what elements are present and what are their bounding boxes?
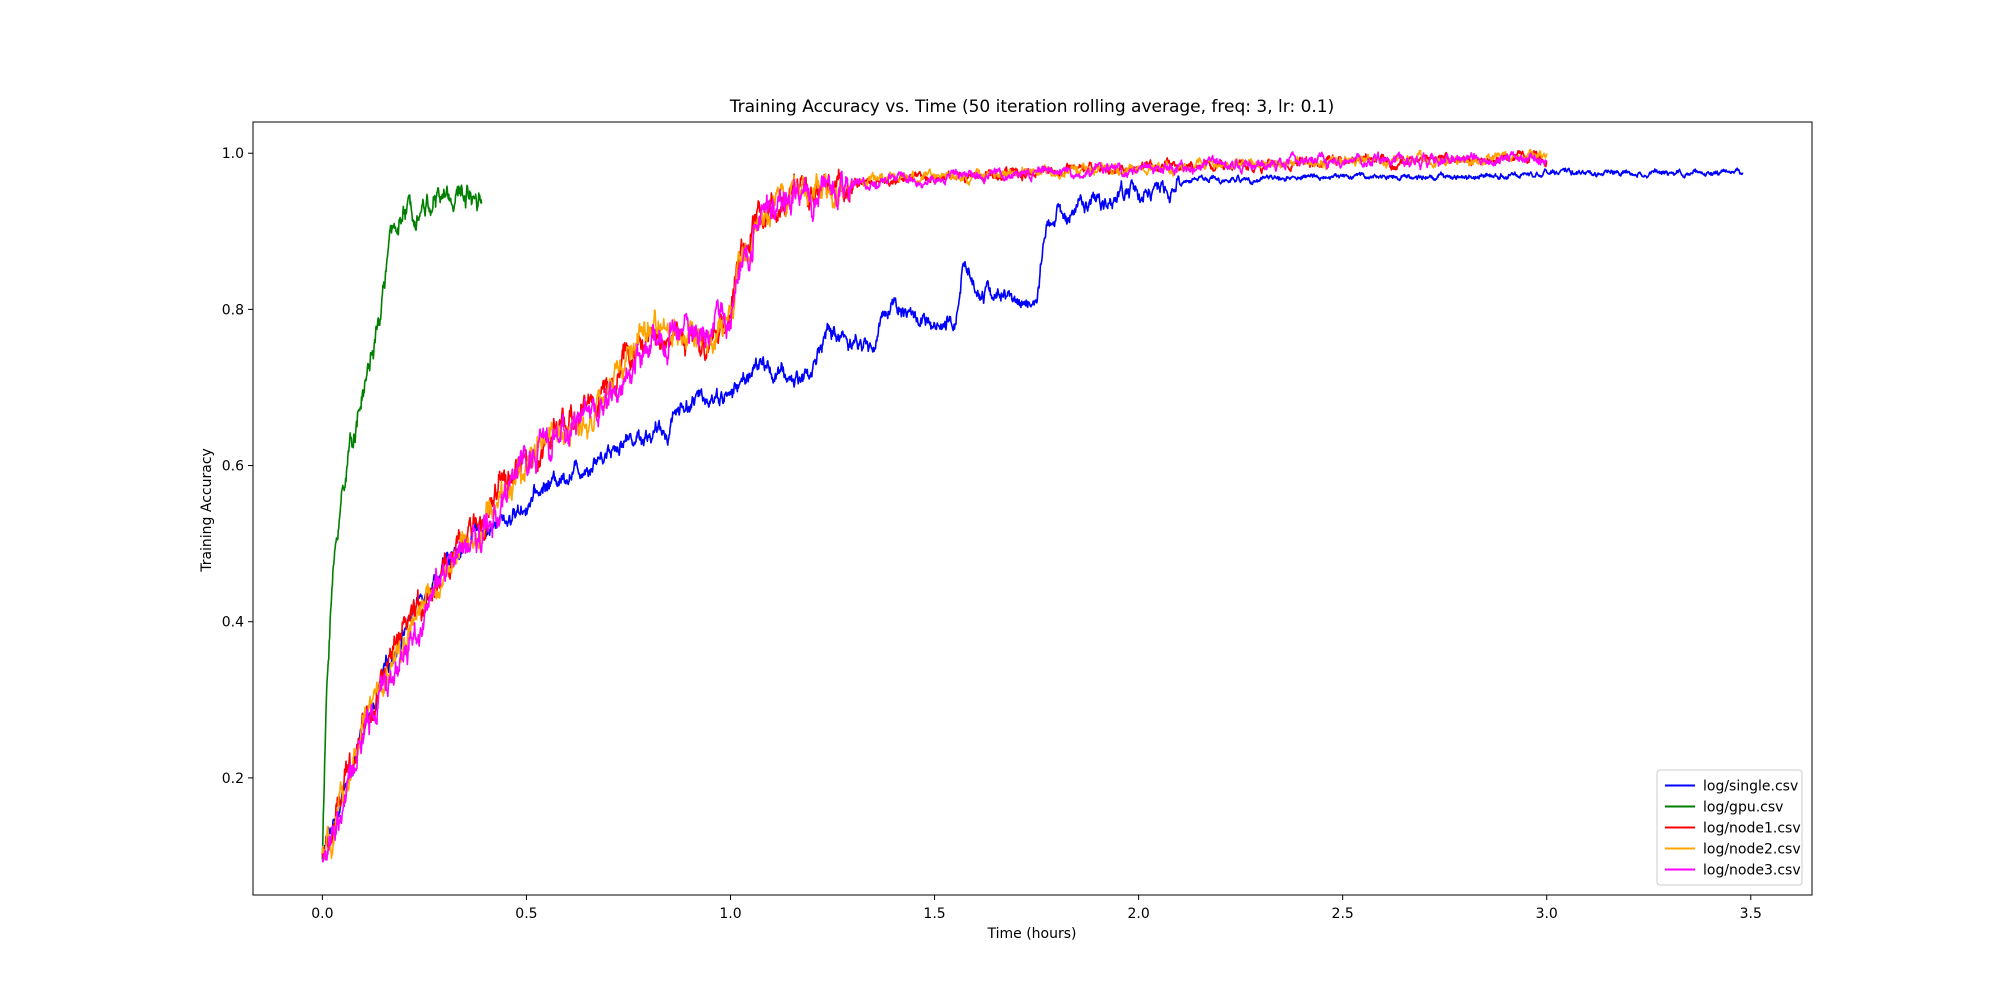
legend-label: log/gpu.csv [1703, 800, 1783, 816]
legend-label: log/single.csv [1703, 779, 1798, 795]
series-line-5 [321, 151, 1548, 863]
x-tick-label: 0.0 [311, 906, 333, 922]
chart-title: Training Accuracy vs. Time (50 iteration… [729, 97, 1335, 117]
legend-label: log/node2.csv [1703, 842, 1801, 858]
legend-label: log/node1.csv [1703, 821, 1801, 837]
series-line-1 [321, 167, 1744, 856]
y-tick-label: 0.8 [222, 302, 244, 318]
x-tick-label: 3.5 [1740, 906, 1762, 922]
legend: log/single.csv log/gpu.csv log/node1.csv lo… [1656, 769, 1803, 886]
y-tick-label: 1.0 [222, 146, 244, 162]
x-tick-label: 0.5 [515, 906, 537, 922]
x-axis-label: Time (hours) [987, 926, 1077, 942]
legend-label: log/node3.csv [1703, 863, 1801, 879]
x-tick-label: 3.0 [1536, 906, 1558, 922]
y-tick-label: 0.4 [222, 615, 244, 631]
y-axis-label: Training Accuracy [199, 448, 215, 573]
plot-area [321, 148, 1744, 863]
legend-box [1656, 769, 1803, 886]
x-tick-label: 1.5 [923, 906, 945, 922]
x-tick-label: 1.0 [719, 906, 741, 922]
plot-frame [252, 121, 1813, 896]
y-tick-label: 0.6 [222, 459, 244, 475]
x-tick-label: 2.5 [1332, 906, 1354, 922]
x-tick-label: 2.0 [1127, 906, 1149, 922]
axes: 0.0 0.5 1.0 1.5 2.0 2.5 3.0 3.5 0.2 0.4 0.6 0.8 1.0 [222, 121, 1813, 922]
series-line-2 [321, 184, 483, 860]
y-tick-label: 0.2 [222, 771, 244, 787]
